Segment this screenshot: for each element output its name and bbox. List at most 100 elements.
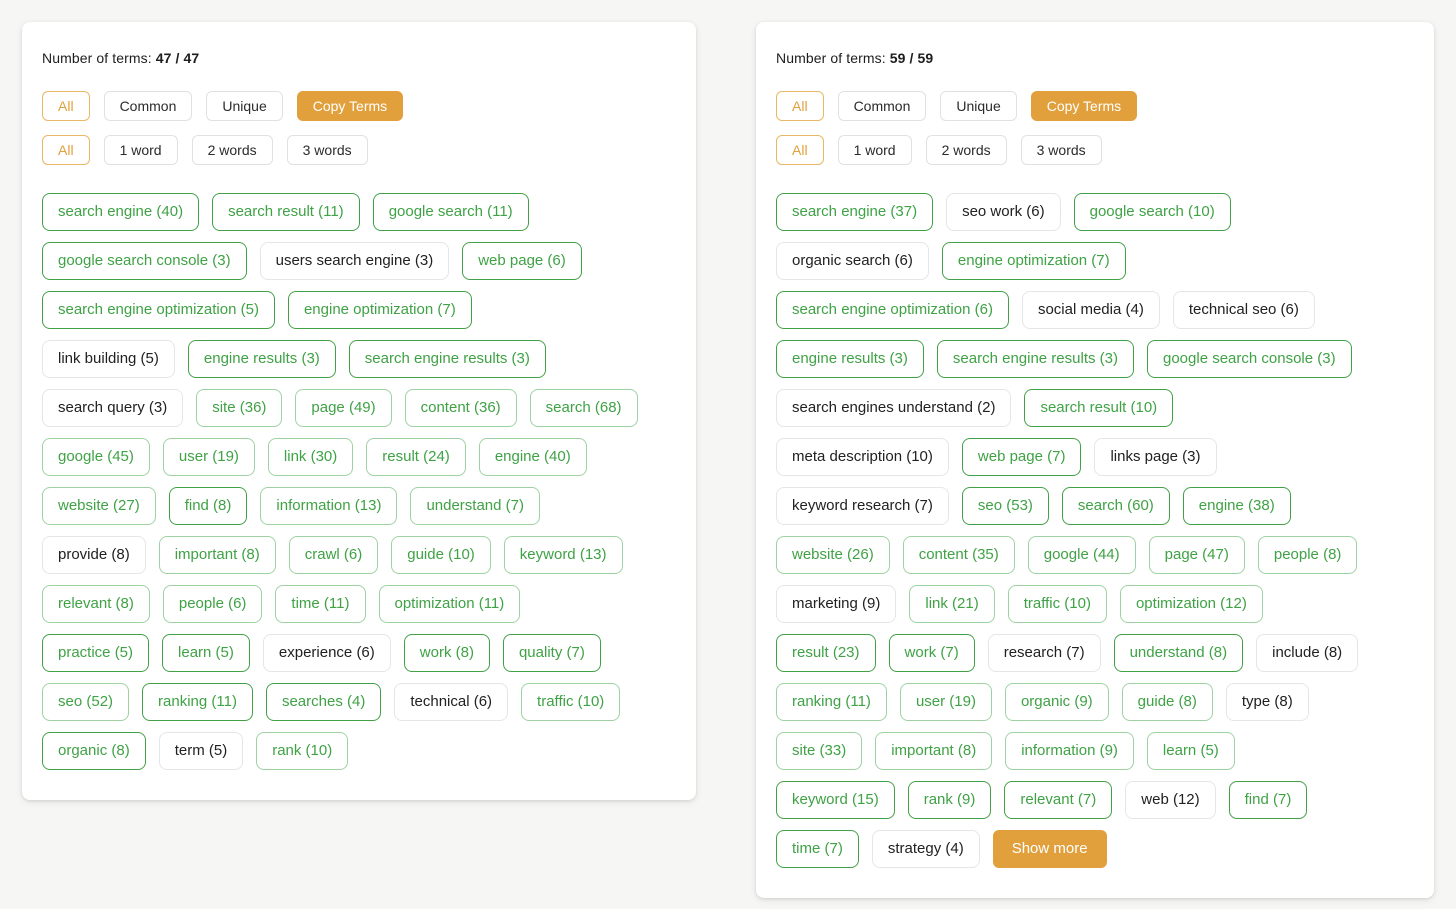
term-chip-technical-seo[interactable]: technical seo (6) [1172, 291, 1315, 329]
term-chip-search[interactable]: search (60) [1061, 487, 1170, 525]
term-chip-web[interactable]: web (12) [1125, 781, 1216, 819]
term-chip-search-engine-results[interactable]: search engine results (3) [348, 340, 546, 378]
term-chip-organic[interactable]: organic (9) [1004, 683, 1109, 721]
term-chip-traffic[interactable]: traffic (10) [521, 683, 621, 721]
term-chip-technical[interactable]: technical (6) [394, 683, 509, 721]
term-chip-keyword[interactable]: keyword (15) [776, 781, 895, 819]
term-chip-quality[interactable]: quality (7) [502, 634, 601, 672]
filter-3-words-button[interactable]: 3 words [286, 135, 368, 165]
term-chip-people[interactable]: people (6) [162, 585, 263, 623]
term-chip-experience[interactable]: experience (6) [262, 634, 391, 672]
term-chip-link-building[interactable]: link building (5) [42, 340, 175, 378]
term-chip-user[interactable]: user (19) [899, 683, 992, 721]
term-chip-ranking[interactable]: ranking (11) [142, 683, 253, 721]
filter-1-word-button[interactable]: 1 word [103, 135, 178, 165]
term-chip-search-query[interactable]: search query (3) [42, 389, 184, 427]
term-chip-users-search-engine[interactable]: users search engine (3) [259, 242, 450, 280]
term-chip-google-search-console[interactable]: google search console (3) [42, 242, 247, 280]
term-chip-find[interactable]: find (7) [1228, 781, 1308, 819]
term-chip-search-result[interactable]: search result (10) [1024, 389, 1174, 427]
term-chip-engine[interactable]: engine (40) [478, 438, 587, 476]
term-chip-work[interactable]: work (7) [888, 634, 975, 672]
term-chip-user[interactable]: user (19) [162, 438, 255, 476]
term-chip-searches[interactable]: searches (4) [265, 683, 382, 721]
term-chip-web-page[interactable]: web page (7) [961, 438, 1082, 476]
term-chip-information[interactable]: information (9) [1005, 732, 1134, 770]
term-chip-search[interactable]: search (68) [529, 389, 638, 427]
term-chip-content[interactable]: content (35) [902, 536, 1015, 574]
term-chip-google-search[interactable]: google search (11) [372, 193, 529, 231]
filter-unique-button[interactable]: Unique [940, 91, 1017, 121]
term-chip-seo[interactable]: seo (53) [961, 487, 1049, 525]
filter-common-button[interactable]: Common [103, 91, 193, 121]
term-chip-important[interactable]: important (8) [875, 732, 993, 770]
term-chip-content[interactable]: content (36) [404, 389, 517, 427]
term-chip-seo-work[interactable]: seo work (6) [946, 193, 1061, 231]
term-chip-link[interactable]: link (21) [909, 585, 995, 623]
term-chip-site[interactable]: site (33) [776, 732, 863, 770]
term-chip-practice[interactable]: practice (5) [42, 634, 150, 672]
term-chip-people[interactable]: people (8) [1257, 536, 1358, 574]
term-chip-result[interactable]: result (23) [776, 634, 876, 672]
term-chip-search-engine[interactable]: search engine (40) [42, 193, 200, 231]
term-chip-provide[interactable]: provide (8) [42, 536, 146, 574]
term-chip-include[interactable]: include (8) [1256, 634, 1359, 672]
show-more-button[interactable]: Show more [992, 830, 1107, 868]
term-chip-engine-optimization[interactable]: engine optimization (7) [287, 291, 472, 329]
term-chip-link[interactable]: link (30) [267, 438, 354, 476]
term-chip-links-page[interactable]: links page (3) [1094, 438, 1217, 476]
term-chip-find[interactable]: find (8) [168, 487, 248, 525]
filter-copy-terms-button[interactable]: Copy Terms [296, 91, 404, 121]
term-chip-search-engines-understand[interactable]: search engines understand (2) [776, 389, 1012, 427]
term-chip-optimization[interactable]: optimization (11) [378, 585, 521, 623]
term-chip-understand[interactable]: understand (8) [1113, 634, 1244, 672]
term-chip-research[interactable]: research (7) [987, 634, 1101, 672]
term-chip-important[interactable]: important (8) [158, 536, 276, 574]
term-chip-engine-optimization[interactable]: engine optimization (7) [941, 242, 1126, 280]
term-chip-google[interactable]: google (45) [42, 438, 150, 476]
term-chip-seo[interactable]: seo (52) [42, 683, 130, 721]
filter-all-button[interactable]: All [42, 91, 90, 121]
term-chip-web-page[interactable]: web page (6) [462, 242, 582, 280]
term-chip-guide[interactable]: guide (10) [391, 536, 491, 574]
term-chip-organic-search[interactable]: organic search (6) [776, 242, 929, 280]
filter-all-button[interactable]: All [42, 135, 90, 165]
term-chip-page[interactable]: page (49) [295, 389, 392, 427]
term-chip-engine-results[interactable]: engine results (3) [187, 340, 336, 378]
filter-2-words-button[interactable]: 2 words [191, 135, 273, 165]
term-chip-learn[interactable]: learn (5) [1146, 732, 1235, 770]
term-chip-learn[interactable]: learn (5) [162, 634, 250, 672]
term-chip-search-engine-optimization[interactable]: search engine optimization (6) [776, 291, 1009, 329]
term-chip-result[interactable]: result (24) [366, 438, 466, 476]
term-chip-strategy[interactable]: strategy (4) [871, 830, 980, 868]
term-chip-information[interactable]: information (13) [260, 487, 398, 525]
term-chip-search-result[interactable]: search result (11) [212, 193, 360, 231]
term-chip-time[interactable]: time (11) [275, 585, 366, 623]
term-chip-website[interactable]: website (27) [42, 487, 156, 525]
term-chip-search-engine-optimization[interactable]: search engine optimization (5) [42, 291, 275, 329]
filter-3-words-button[interactable]: 3 words [1020, 135, 1102, 165]
term-chip-meta-description[interactable]: meta description (10) [776, 438, 949, 476]
term-chip-google[interactable]: google (44) [1027, 536, 1136, 574]
term-chip-type[interactable]: type (8) [1225, 683, 1309, 721]
filter-all-button[interactable]: All [776, 135, 824, 165]
term-chip-rank[interactable]: rank (9) [907, 781, 992, 819]
term-chip-search-engine[interactable]: search engine (37) [776, 193, 934, 231]
term-chip-guide[interactable]: guide (8) [1121, 683, 1213, 721]
term-chip-optimization[interactable]: optimization (12) [1119, 585, 1263, 623]
filter-2-words-button[interactable]: 2 words [925, 135, 1007, 165]
term-chip-organic[interactable]: organic (8) [42, 732, 146, 770]
term-chip-search-engine-results[interactable]: search engine results (3) [936, 340, 1134, 378]
term-chip-rank[interactable]: rank (10) [256, 732, 349, 770]
term-chip-engine[interactable]: engine (38) [1182, 487, 1291, 525]
term-chip-relevant[interactable]: relevant (8) [42, 585, 150, 623]
filter-copy-terms-button[interactable]: Copy Terms [1030, 91, 1138, 121]
term-chip-website[interactable]: website (26) [776, 536, 890, 574]
term-chip-keyword[interactable]: keyword (13) [503, 536, 623, 574]
term-chip-time[interactable]: time (7) [776, 830, 859, 868]
term-chip-google-search-console[interactable]: google search console (3) [1147, 340, 1352, 378]
term-chip-marketing[interactable]: marketing (9) [776, 585, 897, 623]
term-chip-page[interactable]: page (47) [1148, 536, 1245, 574]
term-chip-relevant[interactable]: relevant (7) [1004, 781, 1113, 819]
term-chip-site[interactable]: site (36) [196, 389, 283, 427]
